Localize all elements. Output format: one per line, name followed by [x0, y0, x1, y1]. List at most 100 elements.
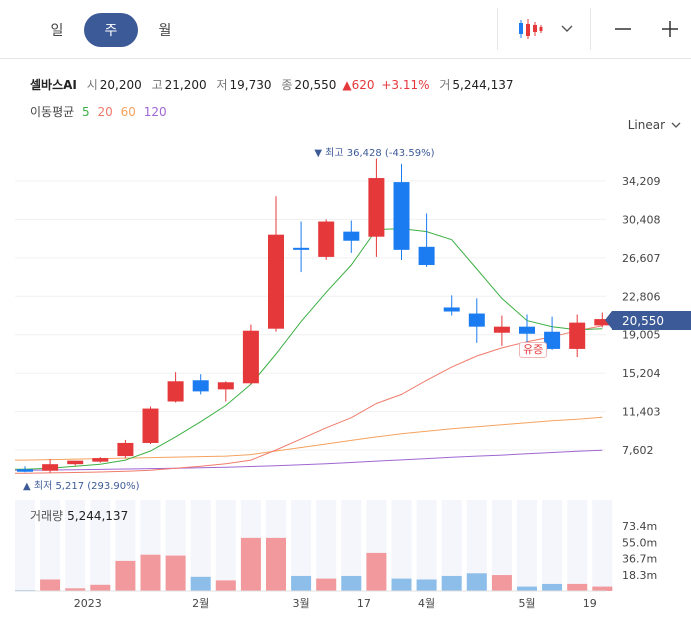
- volume-bg-stripe: [391, 500, 412, 591]
- candle-body: [594, 319, 611, 326]
- volume-bar: [592, 586, 613, 591]
- candle-body: [293, 247, 310, 250]
- volume-bg-stripe: [15, 500, 35, 591]
- low-label: 저: [216, 78, 228, 92]
- candle-body: [418, 246, 435, 266]
- open-value: 20,200: [99, 78, 142, 92]
- volume-bar: [291, 575, 312, 591]
- volume-bg-stripe: [291, 500, 312, 591]
- volume-bar: [542, 583, 563, 591]
- volume-bar: [140, 554, 161, 591]
- change-percent: +3.11%: [381, 78, 430, 92]
- candle-body: [393, 182, 410, 250]
- volume-bg-stripe: [40, 500, 61, 591]
- minus-icon: [615, 28, 631, 30]
- ma-legend-5[interactable]: 5: [82, 105, 90, 119]
- x-tick-label: 4월: [418, 597, 435, 610]
- candle-body: [268, 234, 284, 329]
- volume-bar: [391, 578, 412, 591]
- candle-body: [217, 382, 234, 390]
- volume-tick-label: 55.0m: [622, 536, 657, 549]
- close-value: 20,550: [294, 78, 337, 92]
- candle-body: [519, 326, 535, 334]
- candle-body: [343, 231, 360, 241]
- ma5-line: [15, 228, 603, 470]
- zoom-in-button[interactable]: [652, 8, 688, 50]
- scale-mode-dropdown[interactable]: Linear: [628, 118, 681, 132]
- volume-bg-stripe: [90, 500, 111, 591]
- volume-bar: [316, 578, 337, 591]
- candlestick-icon: [519, 19, 543, 39]
- volume-bg-stripe: [567, 500, 588, 591]
- y-tick-label: 30,408: [622, 213, 661, 226]
- ma-legend-20[interactable]: 20: [97, 105, 113, 119]
- volume-label: 거: [439, 78, 451, 92]
- volume-bar: [215, 580, 236, 591]
- volume-bar: [190, 576, 211, 591]
- volume-bar: [40, 579, 61, 591]
- volume-bar: [65, 588, 86, 591]
- x-tick-label: 3월: [293, 597, 310, 610]
- candle-body: [192, 380, 209, 392]
- candle-body: [569, 322, 586, 349]
- chart-type-dropdown[interactable]: [510, 8, 580, 50]
- stock-name: 셀바스AI: [30, 78, 77, 92]
- volume-bar: [165, 555, 186, 591]
- ma-legend-60[interactable]: 60: [120, 105, 136, 119]
- x-tick-label: 2023: [74, 597, 102, 610]
- volume-bar: [90, 584, 111, 591]
- tab-monthly[interactable]: 월: [158, 23, 172, 39]
- low-value: 19,730: [229, 78, 272, 92]
- y-tick-label: 11,403: [622, 406, 661, 419]
- volume-bg-stripe: [316, 500, 337, 591]
- volume-bar: [517, 586, 537, 591]
- close-label: 종: [281, 78, 293, 92]
- volume-bar: [416, 579, 437, 591]
- y-tick-label: 7,602: [622, 444, 654, 457]
- volume-bar: [115, 560, 136, 591]
- ma60-line: [15, 416, 603, 461]
- volume-bar: [266, 537, 286, 591]
- volume-panel-value: 5,244,137: [67, 509, 129, 523]
- plus-icon: [662, 21, 678, 37]
- chevron-down-icon: [671, 122, 681, 128]
- y-tick-label: 26,607: [622, 252, 661, 265]
- volume-tick-label: 73.4m: [622, 520, 657, 533]
- high-value: 21,200: [164, 78, 207, 92]
- moving-average-legend: 이동평균 5 20 60 120: [30, 103, 171, 120]
- candle-body: [17, 469, 33, 472]
- volume-value: 5,244,137: [452, 78, 514, 92]
- volume-bar: [567, 583, 588, 591]
- low-marker-label: ▲ 최저 5,217 (293.90%): [23, 480, 140, 492]
- period-tabs: 일 주 월: [30, 13, 192, 49]
- volume-bg-stripe: [441, 500, 462, 591]
- y-tick-label: 34,209: [622, 175, 661, 188]
- candle-body: [242, 330, 259, 384]
- candle-body: [368, 178, 385, 237]
- tab-weekly[interactable]: 주: [84, 13, 138, 47]
- x-tick-label: 17: [357, 597, 371, 610]
- candle-body: [67, 460, 84, 465]
- tab-daily[interactable]: 일: [50, 23, 64, 39]
- candle-body: [167, 381, 184, 402]
- event-tag-rights-offering[interactable]: 유증: [519, 342, 548, 358]
- candle-body: [142, 408, 159, 443]
- y-tick-label: 22,806: [622, 290, 661, 303]
- volume-tick-label: 36.7m: [622, 553, 657, 566]
- volume-bg-stripe: [466, 500, 487, 591]
- change-arrow-icon: ▲: [342, 78, 352, 92]
- candle-body: [42, 464, 59, 471]
- volume-bar: [240, 537, 261, 591]
- volume-tick-label: 18.3m: [622, 569, 657, 582]
- volume-bg-stripe: [341, 500, 362, 591]
- x-tick-label: 5월: [518, 597, 535, 610]
- ma120-line: [15, 449, 603, 471]
- volume-bar: [491, 575, 512, 591]
- price-summary: 셀바스AI 시 20,200 고 21,200 저 19,730 종 20,550 ▲62…: [30, 76, 519, 93]
- zoom-out-button[interactable]: [605, 8, 641, 50]
- ma-legend-120[interactable]: 120: [143, 105, 167, 119]
- volume-bar: [366, 552, 387, 591]
- candle-body: [443, 307, 460, 312]
- high-marker-label: ▼ 최고 36,428 (-43.59%): [314, 147, 434, 159]
